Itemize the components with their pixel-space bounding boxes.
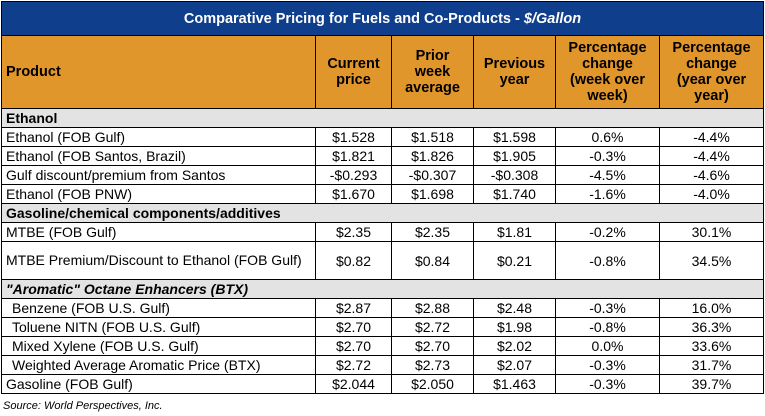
cell-product: Benzene (FOB U.S. Gulf) xyxy=(1,298,316,318)
cell-current: -$0.293 xyxy=(315,165,392,185)
cell-current: $2.70 xyxy=(315,336,392,356)
pricing-table: Comparative Pricing for Fuels and Co-Pro… xyxy=(1,1,764,394)
header-product: Product xyxy=(1,35,316,109)
cell-previous: $2.07 xyxy=(473,355,556,375)
cell-pct-week: 0.6% xyxy=(555,127,660,147)
table-row: Mixed Xylene (FOB U.S. Gulf) $2.70 $2.70 $2… xyxy=(1,336,764,356)
section-row: "Aromatic" Octane Enhancers (BTX) xyxy=(1,279,764,299)
cell-pct-year: 30.1% xyxy=(659,222,764,242)
title-row: Comparative Pricing for Fuels and Co-Pro… xyxy=(1,1,764,36)
table-row: Ethanol (FOB Gulf) $1.528 $1.518 $1.598 0.6%… xyxy=(1,127,764,147)
table-row: Benzene (FOB U.S. Gulf) $2.87 $2.88 $2.48 -0… xyxy=(1,298,764,318)
cell-pct-year: 34.5% xyxy=(659,241,764,280)
cell-current: $2.35 xyxy=(315,222,392,242)
cell-pct-week: -0.3% xyxy=(555,146,660,166)
cell-previous: $2.48 xyxy=(473,298,556,318)
cell-pct-week: -0.8% xyxy=(555,241,660,280)
cell-product: Mixed Xylene (FOB U.S. Gulf) xyxy=(1,336,316,356)
cell-current: $2.72 xyxy=(315,355,392,375)
cell-prior: $2.050 xyxy=(391,374,474,394)
cell-prior: $2.73 xyxy=(391,355,474,375)
cell-previous: $2.02 xyxy=(473,336,556,356)
cell-pct-year: -4.0% xyxy=(659,184,764,204)
header-pct-week: Percentage change (week over week) xyxy=(555,35,660,109)
section-row: Gasoline/chemical components/additives xyxy=(1,203,764,223)
section-title: Gasoline/chemical components/additives xyxy=(1,203,764,223)
cell-product: Gulf discount/premium from Santos xyxy=(1,165,316,185)
table-row: Ethanol (FOB Santos, Brazil) $1.821 $1.826… xyxy=(1,146,764,166)
cell-pct-week: -0.3% xyxy=(555,355,660,375)
cell-pct-year: -4.4% xyxy=(659,127,764,147)
cell-prior: $1.826 xyxy=(391,146,474,166)
cell-pct-year: 16.0% xyxy=(659,298,764,318)
table-row: MTBE Premium/Discount to Ethanol (FOB Gu… xyxy=(1,241,764,280)
cell-previous: $1.740 xyxy=(473,184,556,204)
source-note: Source: World Perspectives, Inc. xyxy=(3,400,163,412)
cell-pct-year: 33.6% xyxy=(659,336,764,356)
cell-previous: $0.21 xyxy=(473,241,556,280)
title-text: Comparative Pricing for Fuels and Co-Pro… xyxy=(183,10,524,27)
header-pct-year: Percentage change (year over year) xyxy=(659,35,764,109)
cell-previous: $1.598 xyxy=(473,127,556,147)
cell-current: $2.044 xyxy=(315,374,392,394)
cell-pct-year: 39.7% xyxy=(659,374,764,394)
cell-product: Gasoline (FOB Gulf) xyxy=(1,374,316,394)
table-row: Ethanol (FOB PNW) $1.670 $1.698 $1.740 -1.6%… xyxy=(1,184,764,204)
header-prior: Prior week average xyxy=(391,35,474,109)
cell-pct-year: -4.6% xyxy=(659,165,764,185)
cell-product: Toluene NITN (FOB U.S. Gulf) xyxy=(1,317,316,337)
cell-pct-week: 0.0% xyxy=(555,336,660,356)
cell-prior: $1.698 xyxy=(391,184,474,204)
cell-previous: $1.463 xyxy=(473,374,556,394)
cell-prior: $2.88 xyxy=(391,298,474,318)
pricing-table-frame: Comparative Pricing for Fuels and Co-Pro… xyxy=(1,1,764,394)
cell-previous: $1.905 xyxy=(473,146,556,166)
header-previous: Previous year xyxy=(473,35,556,109)
cell-pct-year: 31.7% xyxy=(659,355,764,375)
cell-prior: $2.35 xyxy=(391,222,474,242)
cell-prior: $1.518 xyxy=(391,127,474,147)
cell-pct-week: -1.6% xyxy=(555,184,660,204)
title-unit: $/Gallon xyxy=(523,10,582,27)
cell-previous: -$0.308 xyxy=(473,165,556,185)
cell-pct-year: -4.4% xyxy=(659,146,764,166)
section-title: "Aromatic" Octane Enhancers (BTX) xyxy=(1,279,764,299)
cell-product: MTBE (FOB Gulf) xyxy=(1,222,316,242)
cell-current: $1.528 xyxy=(315,127,392,147)
cell-prior: $2.72 xyxy=(391,317,474,337)
cell-prior: $0.84 xyxy=(391,241,474,280)
cell-previous: $1.98 xyxy=(473,317,556,337)
table-row: Gulf discount/premium from Santos -$0.293… xyxy=(1,165,764,185)
cell-product: Ethanol (FOB Gulf) xyxy=(1,127,316,147)
table-row: Toluene NITN (FOB U.S. Gulf) $2.70 $2.72 $1… xyxy=(1,317,764,337)
section-row: Ethanol xyxy=(1,108,764,128)
section-title: Ethanol xyxy=(1,108,764,128)
cell-current: $2.70 xyxy=(315,317,392,337)
cell-current: $2.87 xyxy=(315,298,392,318)
cell-pct-week: -0.3% xyxy=(555,374,660,394)
cell-previous: $1.81 xyxy=(473,222,556,242)
cell-product: Ethanol (FOB PNW) xyxy=(1,184,316,204)
cell-current: $0.82 xyxy=(315,241,392,280)
header-current: Current price xyxy=(315,35,392,109)
cell-pct-year: 36.3% xyxy=(659,317,764,337)
cell-pct-week: -4.5% xyxy=(555,165,660,185)
cell-current: $1.670 xyxy=(315,184,392,204)
cell-product: Weighted Average Aromatic Price (BTX) xyxy=(1,355,316,375)
table-row: MTBE (FOB Gulf) $2.35 $2.35 $1.81 -0.2% 30.1% xyxy=(1,222,764,242)
cell-current: $1.821 xyxy=(315,146,392,166)
cell-product: MTBE Premium/Discount to Ethanol (FOB Gu… xyxy=(1,241,316,280)
cell-pct-week: -0.8% xyxy=(555,317,660,337)
table-row: Gasoline (FOB Gulf) $2.044 $2.050 $1.463 -0.… xyxy=(1,374,764,394)
header-row: Product Current price Prior week average Pr… xyxy=(1,35,764,109)
cell-prior: $2.70 xyxy=(391,336,474,356)
cell-pct-week: -0.2% xyxy=(555,222,660,242)
cell-product: Ethanol (FOB Santos, Brazil) xyxy=(1,146,316,166)
cell-prior: -$0.307 xyxy=(391,165,474,185)
cell-pct-week: -0.3% xyxy=(555,298,660,318)
table-row: Weighted Average Aromatic Price (BTX) $2.… xyxy=(1,355,764,375)
table-title: Comparative Pricing for Fuels and Co-Pro… xyxy=(1,1,764,36)
